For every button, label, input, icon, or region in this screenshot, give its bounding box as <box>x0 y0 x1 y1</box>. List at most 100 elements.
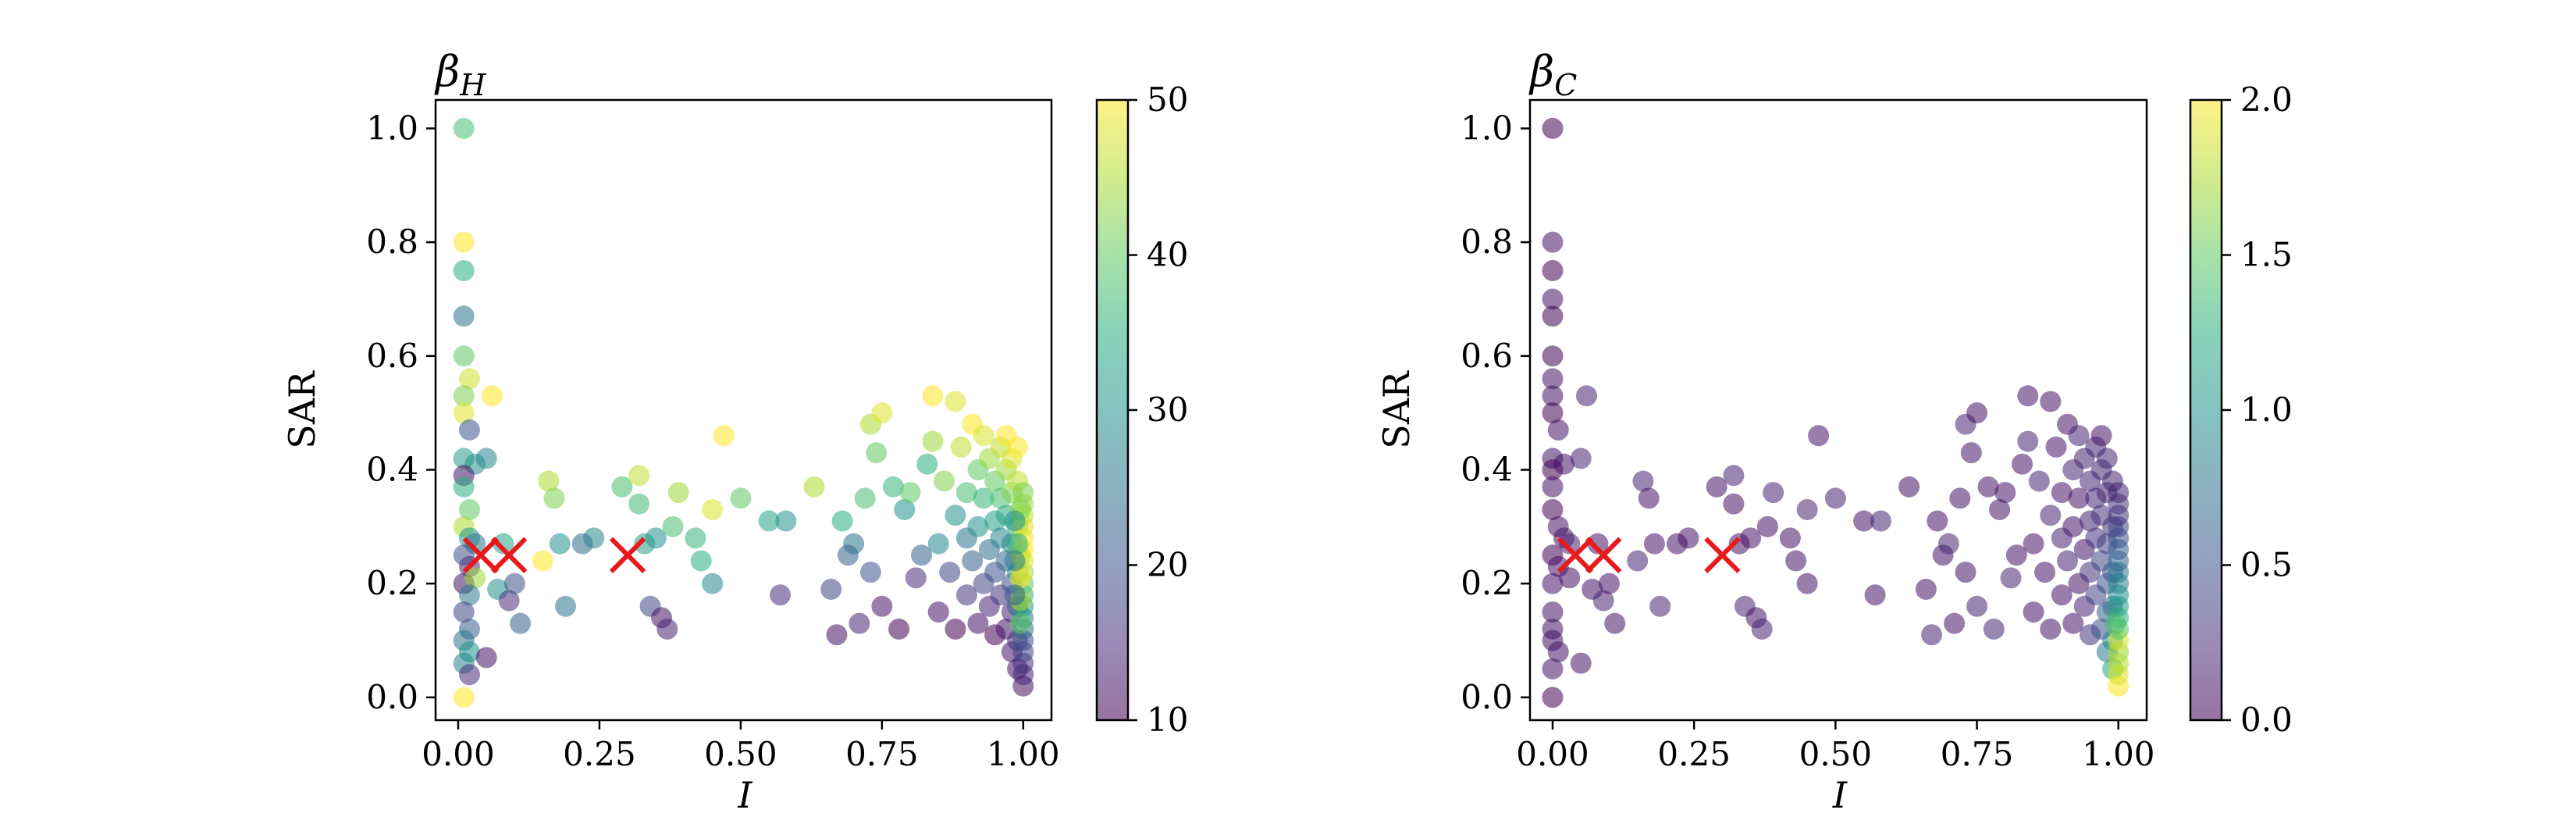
scatter-point <box>899 482 921 504</box>
scatter-point <box>453 476 475 498</box>
scatter-point <box>2108 482 2129 504</box>
scatter-point <box>2040 505 2062 526</box>
chart-title: βH <box>434 47 486 102</box>
scatter-point <box>945 391 966 412</box>
scatter-point <box>1989 498 2011 520</box>
scatter-point <box>2028 470 2050 492</box>
scatter-point <box>1808 425 1830 447</box>
y-axis-label: SAR <box>1375 370 1418 449</box>
scatter-point <box>1627 550 1649 572</box>
scatter-point <box>611 476 633 498</box>
scatter-point <box>532 550 554 572</box>
scatter-point <box>1994 482 2016 504</box>
scatter-point <box>967 612 989 634</box>
y-tick-label: 0.2 <box>1461 564 1513 602</box>
colorbar-tick-label: 2.0 <box>2240 80 2293 119</box>
scatter-point <box>453 231 475 253</box>
x-tick-label: 0.75 <box>1941 735 2014 773</box>
scatter-point <box>1004 510 1026 532</box>
scatter-point <box>2034 562 2056 583</box>
x-tick-label: 1.00 <box>2082 735 2155 773</box>
scatter-point <box>831 510 853 532</box>
scatter-point <box>945 618 966 640</box>
scatter-point <box>871 402 893 424</box>
scatter-point <box>2057 550 2079 572</box>
scatter-point <box>730 487 752 509</box>
scatter-point <box>2040 391 2062 412</box>
scatter-point <box>2017 430 2039 452</box>
scatter-point <box>667 482 689 504</box>
scatter-point <box>1547 419 1569 441</box>
scatter-point <box>927 533 949 555</box>
scatter-point <box>2096 448 2118 469</box>
scatter-point <box>549 533 571 555</box>
scatter-point <box>1604 612 1626 634</box>
x-tick-label: 0.25 <box>1657 735 1731 773</box>
colorbar-tick-label: 10 <box>1147 701 1188 739</box>
scatter-point <box>1542 476 1564 498</box>
scatter-point <box>493 533 514 555</box>
plot-frame <box>434 98 1053 722</box>
y-tick-label: 1.0 <box>366 109 418 147</box>
scatter-point <box>1824 487 1846 509</box>
scatter-point <box>2051 584 2073 606</box>
scatter-point <box>2090 425 2112 447</box>
scatter-point <box>1542 687 1564 708</box>
scatter-point <box>1785 550 1807 572</box>
scatter-point <box>2017 385 2039 407</box>
y-tick-label: 0.2 <box>366 564 418 602</box>
scatter-point <box>685 527 706 549</box>
scatter-point <box>1966 402 1988 424</box>
scatter-point <box>1570 448 1592 469</box>
x-tick-label: 0.25 <box>563 735 636 773</box>
scatter-point <box>1870 510 1891 532</box>
scatter-point <box>1542 345 1564 367</box>
scatter-point <box>927 601 949 623</box>
colorbar-tick-label: 40 <box>1147 236 1188 274</box>
scatter-point <box>820 578 842 600</box>
scatter-point <box>933 470 955 492</box>
scatter-point <box>656 618 678 640</box>
scatter-point <box>1966 595 1988 617</box>
scatter-point <box>690 550 712 572</box>
y-tick-label: 0.0 <box>366 678 418 716</box>
scatter-point <box>888 618 910 640</box>
scatter-point <box>1864 584 1886 606</box>
scatter-point <box>458 498 480 520</box>
x-marker <box>609 537 646 573</box>
colorbar-tick-label: 50 <box>1147 80 1188 119</box>
x-tick-label: 0.50 <box>1799 735 1873 773</box>
scatter-point <box>458 664 480 686</box>
colorbar-tick-label: 20 <box>1147 546 1188 584</box>
scatter-point <box>770 584 792 606</box>
scatter-point <box>922 430 944 452</box>
scatter-point <box>1559 567 1581 589</box>
y-axis-label: SAR <box>281 370 323 449</box>
scatter-point <box>464 567 486 589</box>
scatter-point <box>955 482 977 504</box>
scatter-point <box>854 487 876 509</box>
scatter-point <box>1960 442 1982 464</box>
scatter-point <box>1542 231 1564 253</box>
scatter-point <box>1542 288 1564 310</box>
scatter-point <box>503 573 525 594</box>
scatter-point <box>1559 533 1581 555</box>
scatter-point <box>702 498 724 520</box>
scatter-point <box>871 595 893 617</box>
scatter-point <box>866 442 888 464</box>
y-tick-label: 0.6 <box>366 337 418 375</box>
colorbar <box>1095 98 1130 722</box>
scatter-point <box>882 476 904 498</box>
scatter-point <box>543 487 565 509</box>
y-tick-label: 0.6 <box>1461 337 1513 375</box>
scatter-point <box>1542 385 1564 407</box>
scatter-point <box>1632 470 1654 492</box>
scatter-point <box>1796 573 1818 594</box>
scatter-point <box>922 385 944 407</box>
scatter-point <box>1007 533 1029 555</box>
scatter-point <box>1983 618 2005 640</box>
scatter-point <box>1587 533 1609 555</box>
scatter-point <box>1553 453 1574 475</box>
scatter-point <box>628 465 650 487</box>
scatter-point <box>1598 573 1620 594</box>
